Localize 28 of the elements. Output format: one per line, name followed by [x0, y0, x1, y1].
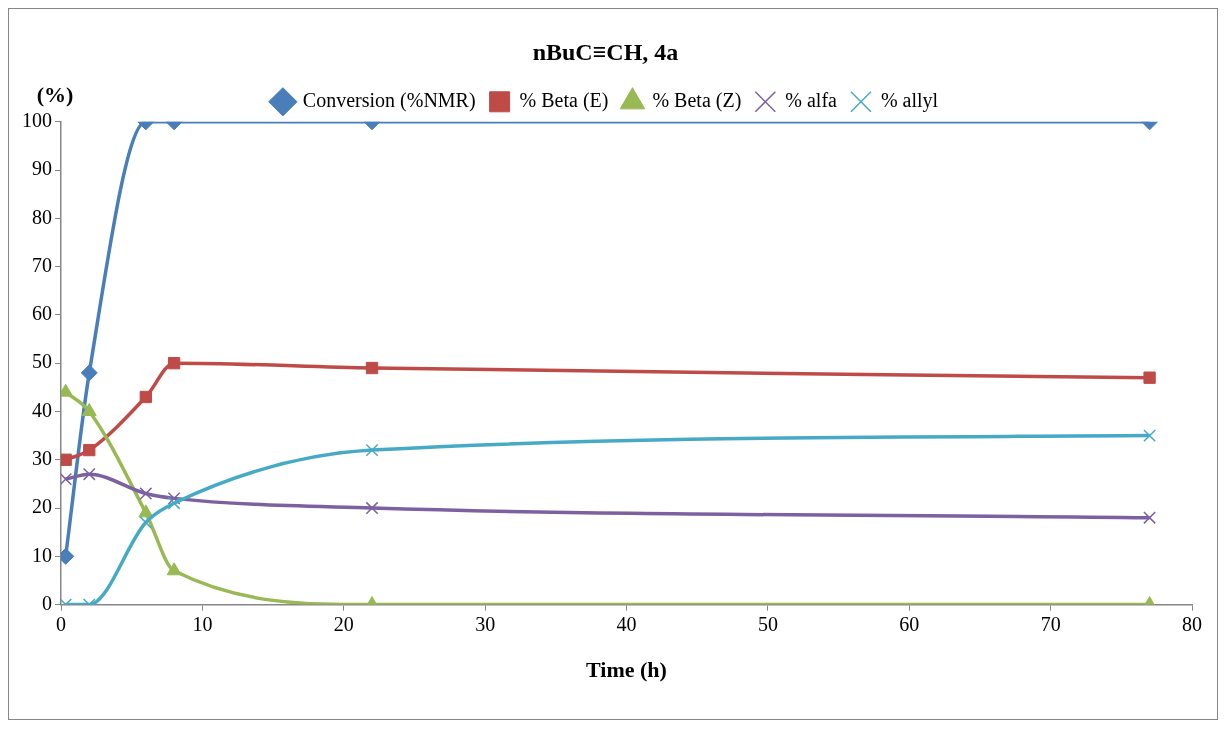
x-tick-label: 30	[475, 612, 496, 635]
legend-label: Conversion (%NMR)	[302, 89, 476, 113]
y-tick-label: 20	[32, 495, 52, 518]
y-tick-label: 0	[42, 591, 52, 614]
x-tick-label: 0	[56, 612, 66, 635]
legend-label: % allyl	[880, 89, 939, 113]
y-tick-label: 40	[32, 398, 52, 421]
x-tick-label: 10	[192, 612, 213, 635]
x-tick-label: 70	[1040, 612, 1061, 635]
x-tick-label: 80	[1182, 612, 1202, 635]
x-tick-label: 50	[757, 612, 778, 635]
y-tick-label: 100	[22, 109, 52, 132]
y-tick-label: 60	[32, 302, 52, 325]
legend-label: % alfa	[785, 89, 838, 112]
y-tick-label: 70	[32, 253, 52, 276]
y-tick-label: 90	[32, 157, 52, 180]
y-tick-label: 30	[32, 447, 52, 470]
x-tick-label: 20	[333, 612, 354, 635]
y-tick-label: 80	[32, 205, 52, 228]
x-tick-label: 40	[616, 612, 637, 635]
x-tick-label: 60	[899, 612, 920, 635]
y-tick-label: 10	[32, 543, 52, 566]
legend-label: % Beta (E)	[519, 89, 609, 113]
y-tick-label: 50	[32, 350, 52, 373]
y-axis-title: (%)	[36, 82, 74, 108]
x-axis-title: Time (h)	[586, 657, 667, 683]
chart-title: nBuC≡CH, 4a	[532, 38, 679, 65]
legend-label: % Beta (Z)	[652, 89, 742, 113]
